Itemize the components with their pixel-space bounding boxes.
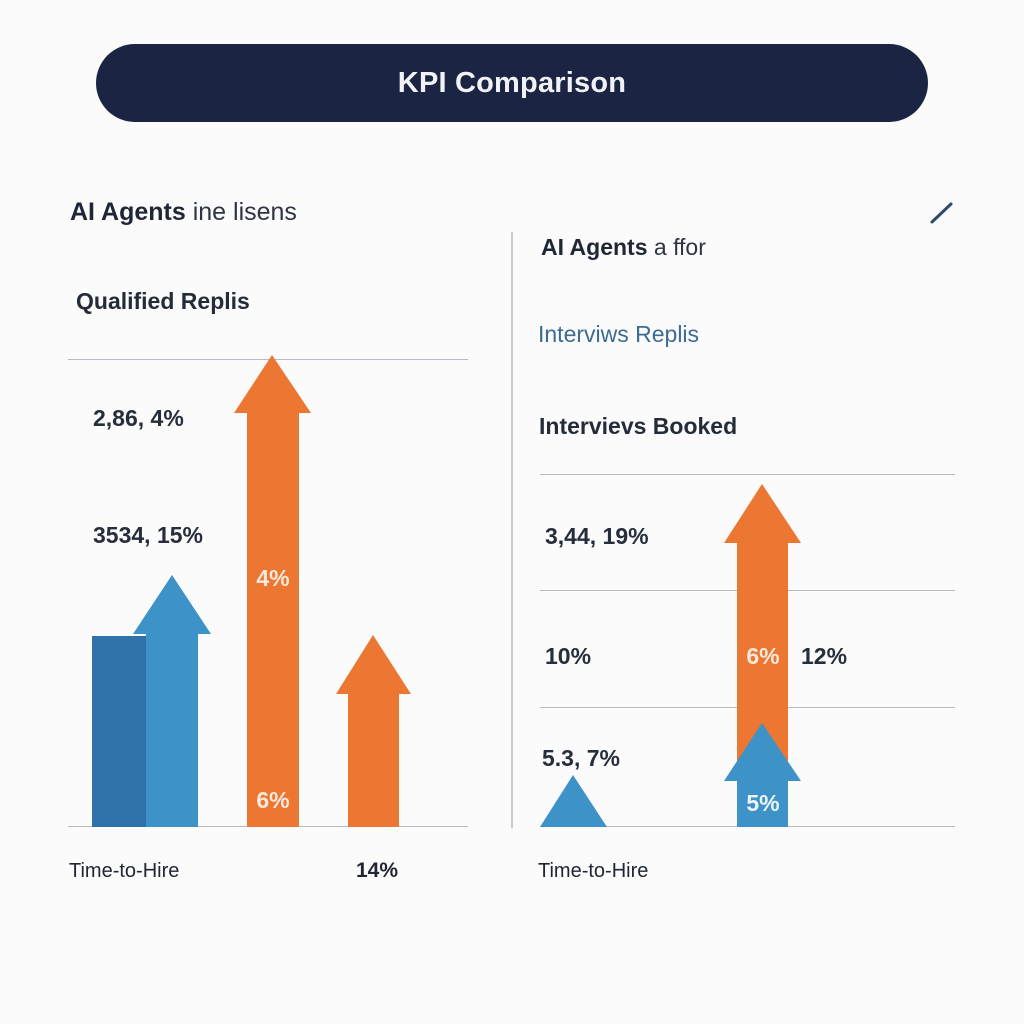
- right-panel-heading: AI Agents a ffor: [541, 234, 706, 261]
- left-x-label: Time-to-Hire: [69, 860, 180, 882]
- left-bar-dark-blue-block: [92, 636, 147, 827]
- right-value-label-3: 5.3, 7%: [542, 745, 620, 771]
- right-side-label: 12%: [801, 643, 848, 669]
- page-title: KPI Comparison: [397, 66, 627, 99]
- left-value-label-2: 3534, 15%: [93, 522, 203, 548]
- left-baseline: [68, 826, 468, 827]
- left-orange-lower-label: 6%: [256, 787, 290, 813]
- right-heading-light: a ffor: [653, 234, 706, 260]
- right-bar-orange-arrow: [724, 484, 801, 780]
- right-value-label-1: 3,44, 19%: [545, 523, 649, 549]
- left-bar-short-orange-arrow: [336, 635, 411, 827]
- right-panel-subheading-blue: Interviws Replis: [538, 321, 700, 347]
- right-gridline-1: [540, 474, 955, 475]
- left-value-label-1: 2,86, 4%: [93, 405, 184, 431]
- right-value-label-2: 10%: [545, 643, 592, 669]
- left-bar-blue-arrow: [133, 575, 211, 827]
- left-heading-bold: AI Agents: [70, 198, 186, 226]
- left-orange-upper-label: 4%: [256, 565, 290, 591]
- right-gridline-3: [540, 707, 955, 708]
- left-panel-heading: AI Agents ine lisens: [70, 198, 297, 227]
- left-x-value-label: 14%: [356, 859, 399, 882]
- right-heading-bold: AI Agents: [541, 234, 648, 260]
- right-bar-blue-triangle: [540, 775, 607, 827]
- right-panel-subheading: Intervievs Booked: [539, 413, 738, 439]
- pencil-stroke-icon: [930, 202, 953, 224]
- left-gridline-top: [68, 359, 468, 360]
- right-baseline: [540, 826, 955, 827]
- left-heading-light: ine lisens: [192, 198, 297, 226]
- title-bar: KPI Comparison: [96, 44, 928, 122]
- right-blue-label: 5%: [746, 790, 780, 816]
- right-orange-label: 6%: [746, 643, 780, 669]
- left-panel-subheading: Qualified Replis: [76, 288, 250, 314]
- panel-divider: [511, 232, 513, 828]
- right-gridline-2: [540, 590, 955, 591]
- right-x-label: Time-to-Hire: [538, 860, 649, 882]
